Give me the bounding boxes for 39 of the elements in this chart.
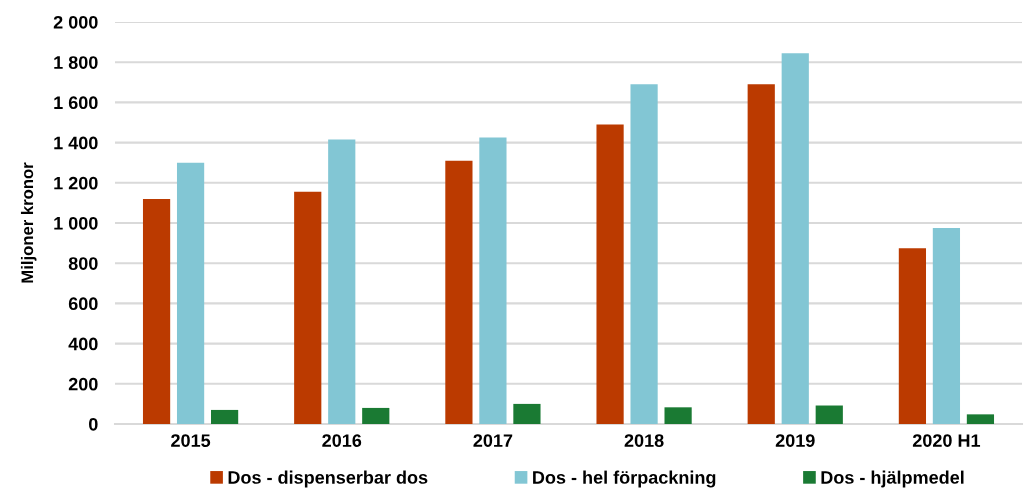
legend-label: Dos - hjälpmedel — [821, 470, 964, 488]
bar — [142, 198, 171, 424]
bar — [932, 228, 961, 424]
y-axis-title: Miljoner kronor — [20, 162, 37, 283]
bar — [210, 409, 239, 424]
y-tick-label: 1 400 — [54, 136, 98, 150]
bar — [445, 160, 473, 424]
x-tick-label: 2019 — [775, 434, 815, 447]
y-tick-label: 2 000 — [53, 15, 98, 29]
bar — [596, 124, 624, 424]
y-tick-label: 800 — [68, 257, 98, 270]
legend-label: Dos - dispenserbar dos — [228, 470, 428, 488]
x-tick-label: 2017 — [473, 434, 513, 447]
bar — [294, 191, 322, 424]
bar — [747, 84, 775, 424]
y-tick-label: 600 — [68, 297, 98, 311]
y-tick-label: 1 800 — [54, 56, 98, 69]
y-tick-label: 200 — [68, 377, 98, 391]
bar — [815, 405, 843, 424]
bar — [362, 407, 390, 424]
bar — [176, 162, 205, 424]
y-tick-label: 1 600 — [54, 96, 98, 110]
y-tick-label: 1 000 — [54, 216, 98, 230]
bar — [898, 248, 927, 424]
bar — [513, 403, 541, 424]
legend-label: Dos - hel förpackning — [533, 470, 716, 488]
bar — [479, 137, 507, 424]
y-tick-label: 400 — [68, 337, 98, 351]
bar — [781, 53, 809, 424]
bar — [966, 414, 995, 424]
y-tick-label: 1 200 — [54, 176, 98, 190]
x-tick-label: 2020 H1 — [912, 434, 981, 447]
y-tick-label: 0 — [89, 417, 98, 431]
bar — [328, 139, 356, 424]
x-tick-label: 2015 — [171, 434, 211, 447]
x-tick-label: 2018 — [624, 434, 664, 447]
bar — [630, 84, 658, 424]
x-tick-label: 2016 — [322, 434, 362, 447]
bar — [664, 407, 692, 424]
